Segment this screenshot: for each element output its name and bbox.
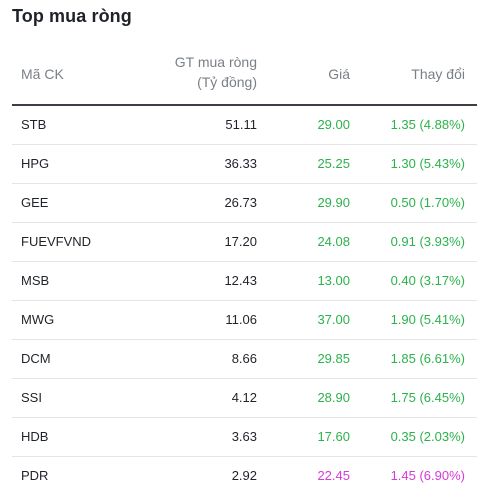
table-row[interactable]: HDB 3.63 17.60 0.35 (2.03%)	[12, 418, 477, 457]
row-price: 17.60	[317, 429, 350, 444]
row-net-buy-value: 11.06	[225, 312, 257, 327]
table-row[interactable]: GEE 26.73 29.90 0.50 (1.70%)	[12, 184, 477, 223]
row-change: 1.85 (6.61%)	[390, 351, 465, 366]
row-net-buy-value: 4.12	[231, 390, 257, 405]
row-net-buy-value: 8.66	[231, 351, 257, 366]
row-symbol[interactable]: HPG	[21, 156, 50, 171]
table-row[interactable]: STB 51.11 29.00 1.35 (4.88%)	[12, 106, 477, 145]
table-row[interactable]: PDR 2.92 22.45 1.45 (6.90%)	[12, 457, 477, 495]
row-net-buy-value: 2.92	[231, 468, 257, 483]
table-row[interactable]: SSI 4.12 28.90 1.75 (6.45%)	[12, 379, 477, 418]
row-net-buy-value: 26.73	[224, 195, 257, 210]
net-buy-table: Mã CK GT mua ròng (Tỷ đồng) Giá Thay đổi…	[12, 44, 477, 495]
row-change: 0.40 (3.17%)	[390, 273, 465, 288]
row-price: 22.45	[317, 468, 350, 483]
row-price: 29.90	[317, 195, 350, 210]
row-change: 1.45 (6.90%)	[390, 468, 465, 483]
table-row[interactable]: DCM 8.66 29.85 1.85 (6.61%)	[12, 340, 477, 379]
row-change: 1.30 (5.43%)	[390, 156, 465, 171]
table-row[interactable]: FUEVFVND 17.20 24.08 0.91 (3.93%)	[12, 223, 477, 262]
row-change: 1.90 (5.41%)	[390, 312, 465, 327]
row-price: 24.08	[317, 234, 350, 249]
row-price: 29.00	[317, 117, 350, 132]
row-symbol[interactable]: HDB	[21, 429, 49, 444]
row-price: 13.00	[317, 273, 350, 288]
row-symbol[interactable]: FUEVFVND	[21, 234, 92, 249]
column-header-change[interactable]: Thay đổi	[411, 66, 465, 82]
table-row[interactable]: MWG 11.06 37.00 1.90 (5.41%)	[12, 301, 477, 340]
row-symbol[interactable]: DCM	[21, 351, 51, 366]
row-change: 0.91 (3.93%)	[390, 234, 465, 249]
column-header-net-buy-value-line2: (Tỷ đồng)	[197, 74, 257, 90]
row-price: 28.90	[317, 390, 350, 405]
row-change: 0.50 (1.70%)	[390, 195, 465, 210]
row-symbol[interactable]: MWG	[21, 312, 55, 327]
table-row[interactable]: MSB 12.43 13.00 0.40 (3.17%)	[12, 262, 477, 301]
row-net-buy-value: 17.20	[224, 234, 257, 249]
column-header-symbol[interactable]: Mã CK	[21, 66, 64, 82]
row-net-buy-value: 12.43	[224, 273, 257, 288]
row-net-buy-value: 3.63	[231, 429, 257, 444]
column-header-price[interactable]: Giá	[328, 66, 350, 82]
row-symbol[interactable]: PDR	[21, 468, 49, 483]
row-change: 1.35 (4.88%)	[390, 117, 465, 132]
table-header: Mã CK GT mua ròng (Tỷ đồng) Giá Thay đổi	[12, 44, 477, 106]
row-price: 37.00	[317, 312, 350, 327]
row-symbol[interactable]: STB	[21, 117, 47, 132]
row-price: 29.85	[317, 351, 350, 366]
row-symbol[interactable]: SSI	[21, 390, 42, 405]
column-header-net-buy-value-line1: GT mua ròng	[174, 54, 257, 70]
column-header-net-buy-value[interactable]: GT mua ròng (Tỷ đồng)	[175, 52, 257, 92]
row-symbol[interactable]: GEE	[21, 195, 49, 210]
row-symbol[interactable]: MSB	[21, 273, 50, 288]
table-body: STB 51.11 29.00 1.35 (4.88%) HPG 36.33 2…	[12, 106, 477, 495]
row-net-buy-value: 36.33	[224, 156, 257, 171]
row-change: 0.35 (2.03%)	[390, 429, 465, 444]
row-net-buy-value: 51.11	[225, 117, 257, 132]
table-row[interactable]: HPG 36.33 25.25 1.30 (5.43%)	[12, 145, 477, 184]
row-price: 25.25	[317, 156, 350, 171]
row-change: 1.75 (6.45%)	[390, 390, 465, 405]
page-title: Top mua ròng	[12, 6, 132, 26]
